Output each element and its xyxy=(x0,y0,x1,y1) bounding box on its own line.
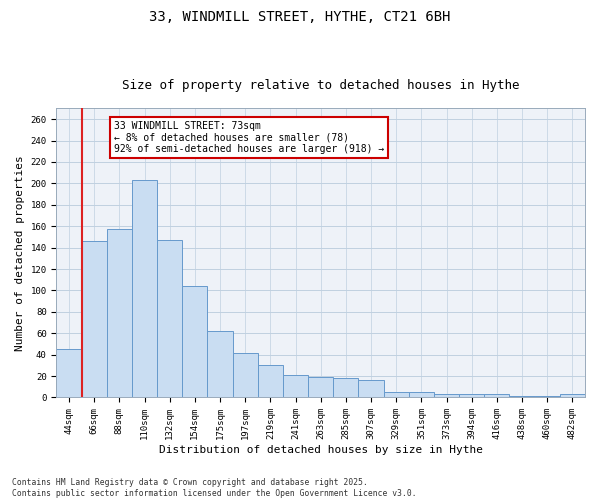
Bar xyxy=(459,394,484,398)
Bar xyxy=(509,396,535,398)
Bar xyxy=(409,392,434,398)
Bar xyxy=(560,394,585,398)
Text: 33, WINDMILL STREET, HYTHE, CT21 6BH: 33, WINDMILL STREET, HYTHE, CT21 6BH xyxy=(149,10,451,24)
Text: Contains HM Land Registry data © Crown copyright and database right 2025.
Contai: Contains HM Land Registry data © Crown c… xyxy=(12,478,416,498)
Title: Size of property relative to detached houses in Hythe: Size of property relative to detached ho… xyxy=(122,79,520,92)
Text: 33 WINDMILL STREET: 73sqm
← 8% of detached houses are smaller (78)
92% of semi-d: 33 WINDMILL STREET: 73sqm ← 8% of detach… xyxy=(114,122,385,154)
Bar xyxy=(107,230,132,398)
Bar xyxy=(258,366,283,398)
Bar xyxy=(208,331,233,398)
Bar xyxy=(383,392,409,398)
Bar xyxy=(82,241,107,398)
Bar xyxy=(283,375,308,398)
Bar xyxy=(484,394,509,398)
Bar xyxy=(308,377,333,398)
Bar xyxy=(358,380,383,398)
Bar xyxy=(434,394,459,398)
Bar xyxy=(182,286,208,398)
Bar xyxy=(56,350,82,398)
X-axis label: Distribution of detached houses by size in Hythe: Distribution of detached houses by size … xyxy=(159,445,483,455)
Bar xyxy=(535,396,560,398)
Bar xyxy=(233,352,258,398)
Bar xyxy=(157,240,182,398)
Bar xyxy=(132,180,157,398)
Y-axis label: Number of detached properties: Number of detached properties xyxy=(15,155,25,351)
Bar xyxy=(333,378,358,398)
